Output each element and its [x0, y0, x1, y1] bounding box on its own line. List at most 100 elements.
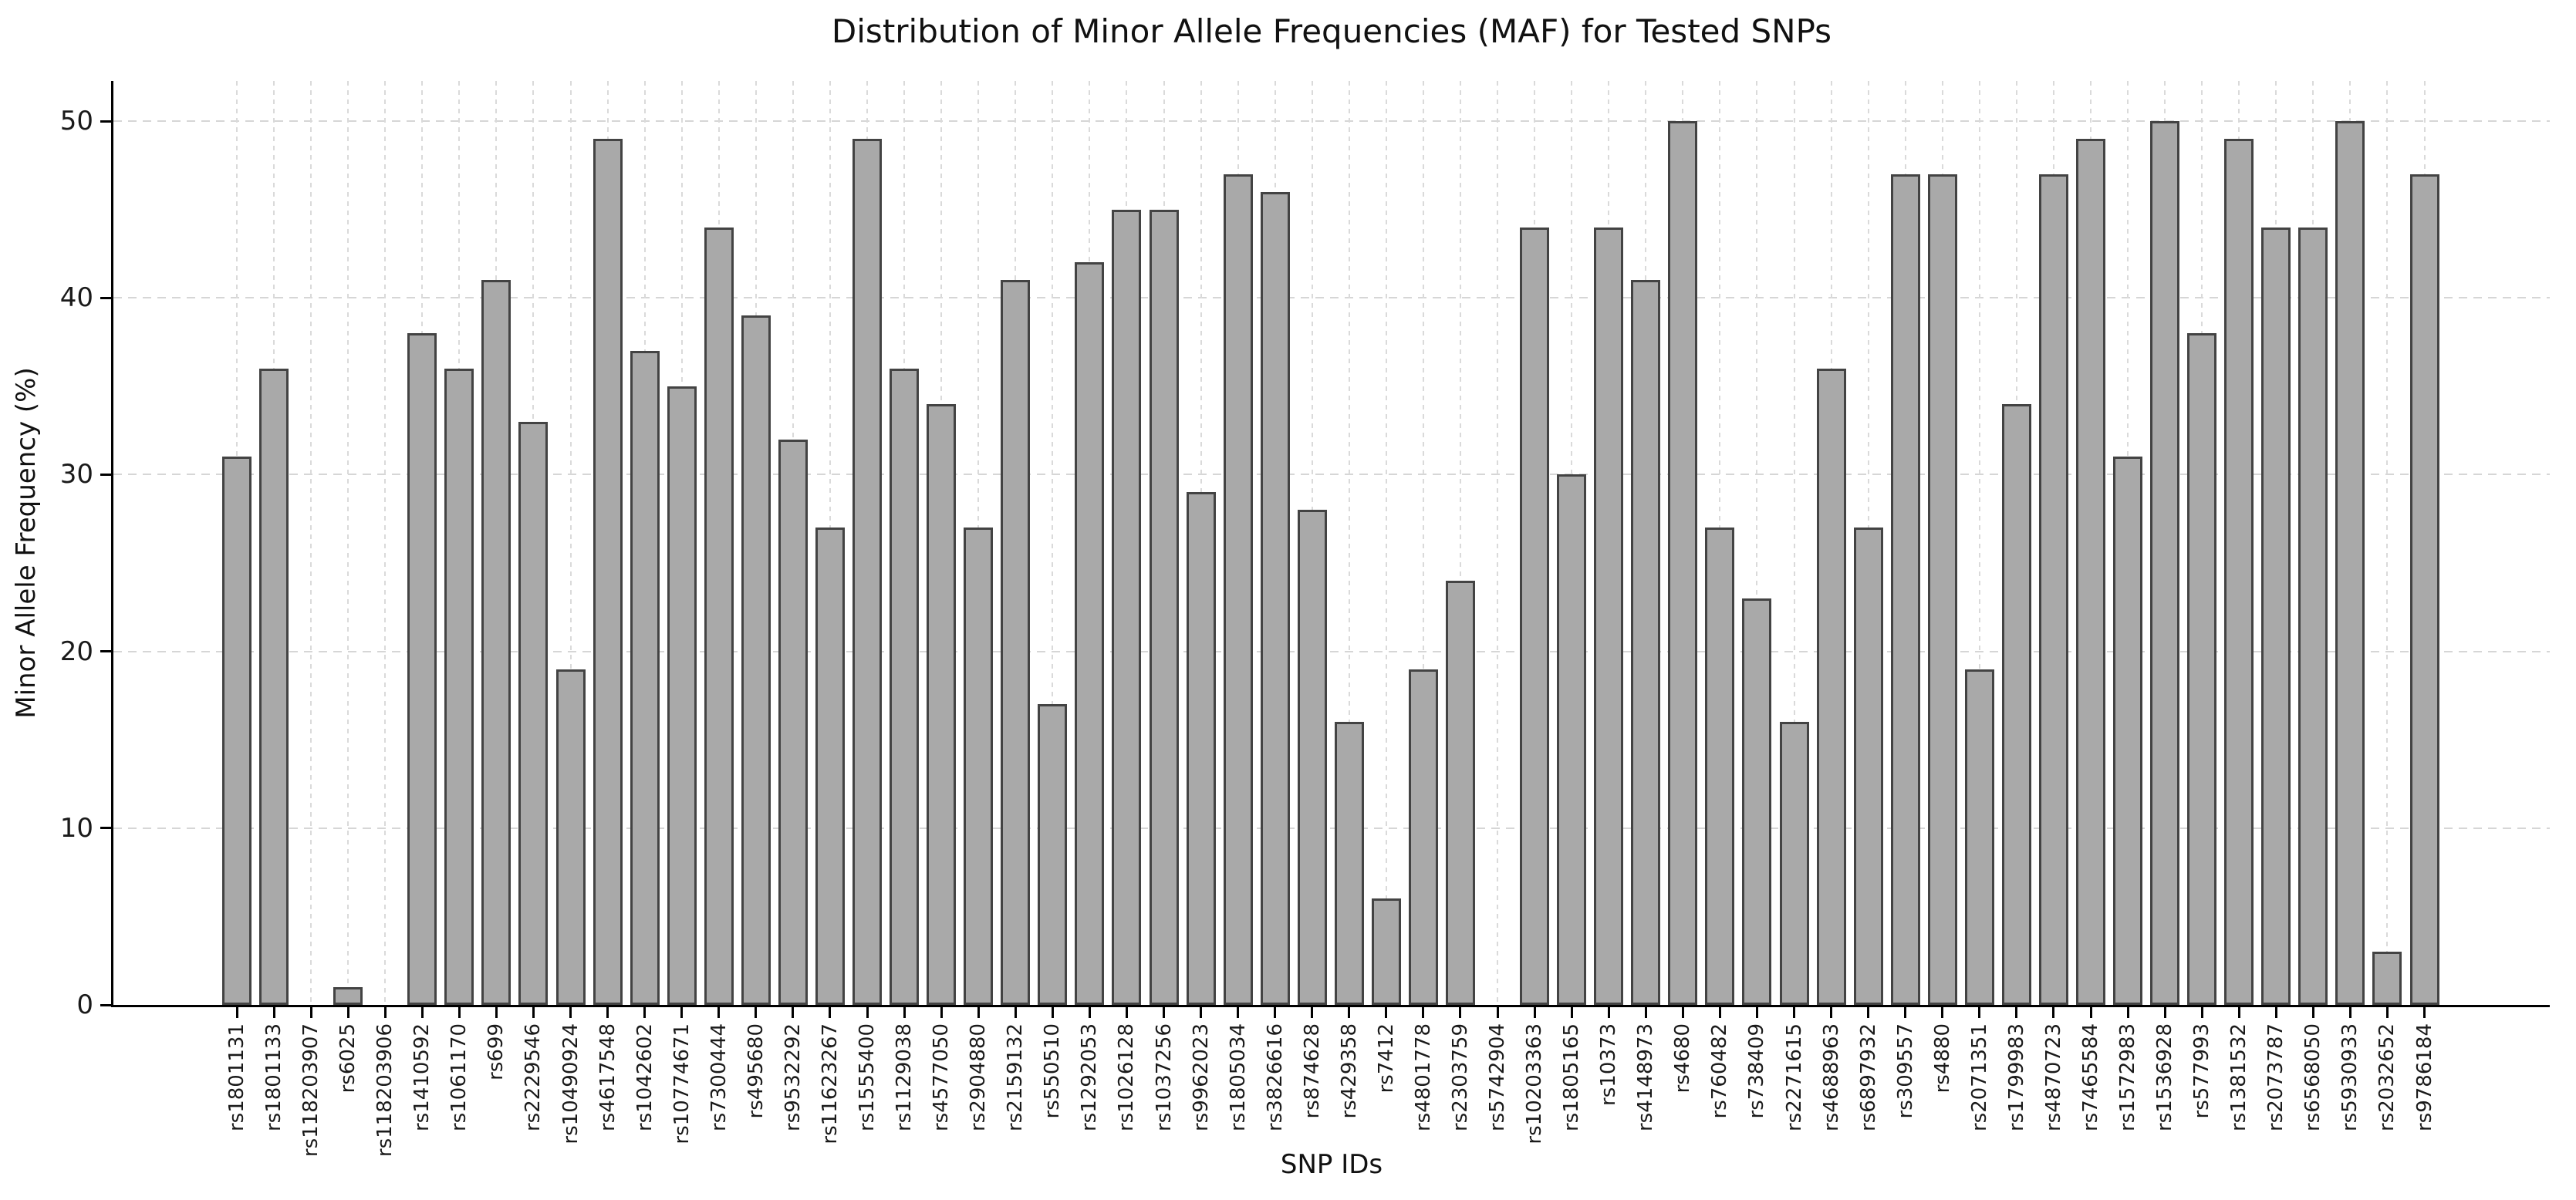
y-gridline: [113, 474, 2550, 476]
x-tick-mark: [1718, 1007, 1721, 1018]
x-tick-label: rs1129038: [893, 1023, 917, 1132]
x-tick-label: rs1805165: [1560, 1023, 1584, 1132]
x-gridline: [2386, 81, 2389, 1005]
bar: [444, 368, 474, 1005]
x-tick-mark: [755, 1007, 758, 1018]
bar: [1297, 510, 1327, 1005]
x-tick-label: rs760482: [1708, 1023, 1732, 1119]
x-tick-mark: [2274, 1007, 2277, 1018]
x-tick-label: rs2303759: [1448, 1023, 1472, 1132]
x-tick-mark: [1311, 1007, 1314, 1018]
y-tick-mark: [100, 827, 111, 830]
x-tick-label: rs7465584: [2079, 1023, 2102, 1132]
y-tick-label: 10: [59, 812, 93, 844]
x-tick-label: rs4148973: [1634, 1023, 1658, 1132]
x-tick-label: rs4880: [1930, 1023, 1954, 1094]
x-tick-mark: [2052, 1007, 2055, 1018]
x-tick-label: rs2904880: [967, 1023, 991, 1132]
bar: [1223, 174, 1253, 1005]
bar: [481, 280, 511, 1005]
x-tick-label: rs429358: [1337, 1023, 1361, 1119]
bar: [2409, 174, 2439, 1005]
bar: [1779, 722, 1809, 1005]
x-tick-mark: [1274, 1007, 1277, 1018]
x-tick-mark: [717, 1007, 721, 1018]
x-tick-label: rs1410592: [410, 1023, 434, 1132]
x-tick-mark: [2015, 1007, 2018, 1018]
chart-title: Distribution of Minor Allele Frequencies…: [831, 12, 1832, 50]
x-tick-label: rs9532292: [781, 1023, 805, 1132]
x-tick-mark: [532, 1007, 535, 1018]
bar: [555, 669, 586, 1005]
bar: [630, 350, 660, 1005]
x-tick-mark: [1125, 1007, 1128, 1018]
bar: [1260, 191, 1290, 1005]
x-tick-mark: [1830, 1007, 1833, 1018]
x-tick-label: rs2271615: [1782, 1023, 1806, 1132]
bar: [2224, 138, 2254, 1005]
bar: [2038, 174, 2068, 1005]
x-tick-label: rs9786184: [2412, 1023, 2436, 1132]
x-tick-label: rs118203906: [373, 1023, 397, 1158]
x-tick-mark: [2237, 1007, 2240, 1018]
x-tick-mark: [643, 1007, 647, 1018]
x-tick-label: rs5742904: [1486, 1023, 1510, 1132]
x-tick-label: rs1536928: [2153, 1023, 2177, 1132]
bar: [1334, 722, 1364, 1005]
x-tick-mark: [1237, 1007, 1240, 1018]
bar: [593, 138, 623, 1005]
x-gridline: [1756, 81, 1758, 1005]
bar: [890, 368, 920, 1005]
x-tick-label: rs1801133: [262, 1023, 286, 1132]
y-tick-mark: [100, 1003, 111, 1006]
bar: [1038, 704, 1068, 1005]
bar: [1964, 669, 1994, 1005]
bar: [1816, 368, 1846, 1005]
bar: [333, 987, 363, 1005]
bar: [2335, 121, 2365, 1005]
bar: [2261, 227, 2291, 1005]
x-gridline: [1459, 81, 1461, 1005]
x-tick-label: rs699: [484, 1023, 508, 1080]
x-tick-label: rs11623267: [818, 1023, 842, 1144]
bar: [2001, 403, 2031, 1005]
bar: [1186, 492, 1216, 1005]
x-tick-mark: [1644, 1007, 1647, 1018]
x-gridline: [347, 81, 349, 1005]
x-tick-mark: [1755, 1007, 1758, 1018]
x-tick-mark: [2200, 1007, 2203, 1018]
x-tick-label: rs2073787: [2264, 1023, 2288, 1132]
y-tick-label: 0: [76, 989, 93, 1020]
x-tick-mark: [1681, 1007, 1684, 1018]
x-tick-mark: [977, 1007, 980, 1018]
x-tick-mark: [1570, 1007, 1573, 1018]
x-tick-label: rs10774671: [670, 1023, 694, 1144]
bar: [1075, 262, 1105, 1005]
bar: [2298, 227, 2328, 1005]
bar: [2372, 952, 2402, 1005]
x-tick-label: rs4688963: [1819, 1023, 1843, 1132]
x-tick-label: rs2071351: [1967, 1023, 1991, 1132]
y-tick-label: 20: [59, 635, 93, 667]
x-gridline: [1052, 81, 1054, 1005]
x-axis-label: SNP IDs: [1280, 1149, 1383, 1180]
x-tick-mark: [1163, 1007, 1165, 1018]
x-tick-mark: [1904, 1007, 1907, 1018]
bar: [222, 457, 252, 1005]
bar: [815, 528, 845, 1005]
bar: [2187, 333, 2217, 1005]
x-tick-mark: [903, 1007, 906, 1018]
x-axis-spine: [111, 1005, 2550, 1007]
x-tick-mark: [1385, 1007, 1388, 1018]
bar: [1112, 209, 1142, 1005]
bar: [704, 227, 734, 1005]
bar: [1408, 669, 1438, 1005]
x-tick-label: rs6025: [336, 1023, 360, 1094]
x-tick-label: rs1292053: [1078, 1023, 1102, 1132]
x-tick-label: rs1555400: [856, 1023, 879, 1132]
x-tick-label: rs1799983: [2004, 1023, 2028, 1132]
bar: [964, 528, 994, 1005]
x-tick-mark: [1014, 1007, 1017, 1018]
x-tick-label: rs1061170: [447, 1023, 471, 1132]
bar: [667, 386, 697, 1005]
